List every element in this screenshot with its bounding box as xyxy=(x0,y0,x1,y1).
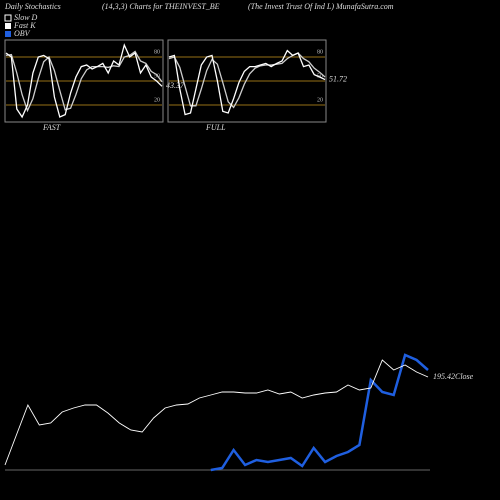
value-label: 51.72 xyxy=(329,74,347,83)
header-left: Daily Stochastics xyxy=(4,2,61,11)
legend-swatch xyxy=(4,14,12,22)
x-axis-label: FAST xyxy=(42,123,61,132)
y-tick-label: 80 xyxy=(154,49,160,55)
legend-label: Slow D xyxy=(14,13,38,22)
y-tick-label: 50 xyxy=(154,73,160,79)
legend-label: Fast K xyxy=(13,21,36,30)
y-tick-label: 50 xyxy=(317,73,323,79)
value-label: 43.37 xyxy=(166,81,185,90)
legend-label: OBV xyxy=(14,29,31,38)
y-tick-label: 20 xyxy=(317,97,323,103)
x-axis-label: FULL xyxy=(205,123,226,132)
panel-frame xyxy=(4,39,164,123)
series-line xyxy=(4,359,429,466)
y-tick-label: 80 xyxy=(317,49,323,55)
header-right: (The Invest Trust Of Ind L) MunafaSutra.… xyxy=(248,2,394,11)
y-tick-label: 20 xyxy=(154,97,160,103)
panel-frame xyxy=(167,39,327,123)
series-line xyxy=(168,49,326,116)
legend-swatch xyxy=(5,23,11,29)
legend-swatch xyxy=(5,31,11,37)
series-line xyxy=(210,353,429,472)
series-line xyxy=(5,43,163,119)
header-center: (14,3,3) Charts for THEINVEST_BE xyxy=(102,2,220,11)
series-line xyxy=(5,50,163,113)
value-label: 195.42Close xyxy=(433,372,474,381)
